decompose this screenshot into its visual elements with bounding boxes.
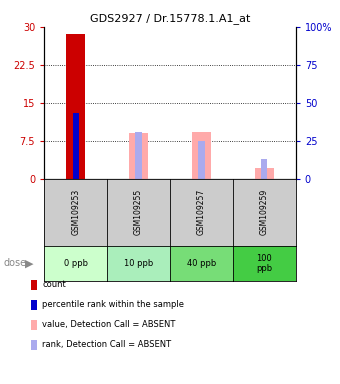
Text: value, Detection Call = ABSENT: value, Detection Call = ABSENT [42,320,176,329]
Bar [129,133,148,179]
Bar [66,35,85,179]
Bar [192,132,211,179]
Title: GDS2927 / Dr.15778.1.A1_at: GDS2927 / Dr.15778.1.A1_at [90,13,250,24]
Text: ▶: ▶ [25,258,33,268]
Text: GSM109259: GSM109259 [260,189,269,235]
Text: GSM109255: GSM109255 [134,189,143,235]
Text: percentile rank within the sample: percentile rank within the sample [42,300,185,310]
Text: 40 ppb: 40 ppb [187,259,216,268]
Bar [72,113,79,179]
Bar [261,159,268,179]
Text: 100
ppb: 100 ppb [256,254,272,273]
Bar [255,169,274,179]
Text: GSM109257: GSM109257 [197,189,206,235]
Text: GSM109253: GSM109253 [71,189,80,235]
Text: count: count [42,280,66,290]
Text: rank, Detection Call = ABSENT: rank, Detection Call = ABSENT [42,340,172,349]
Text: 0 ppb: 0 ppb [64,259,88,268]
Text: 10 ppb: 10 ppb [124,259,153,268]
Bar [135,132,142,179]
Text: dose: dose [3,258,27,268]
Bar [198,141,205,179]
